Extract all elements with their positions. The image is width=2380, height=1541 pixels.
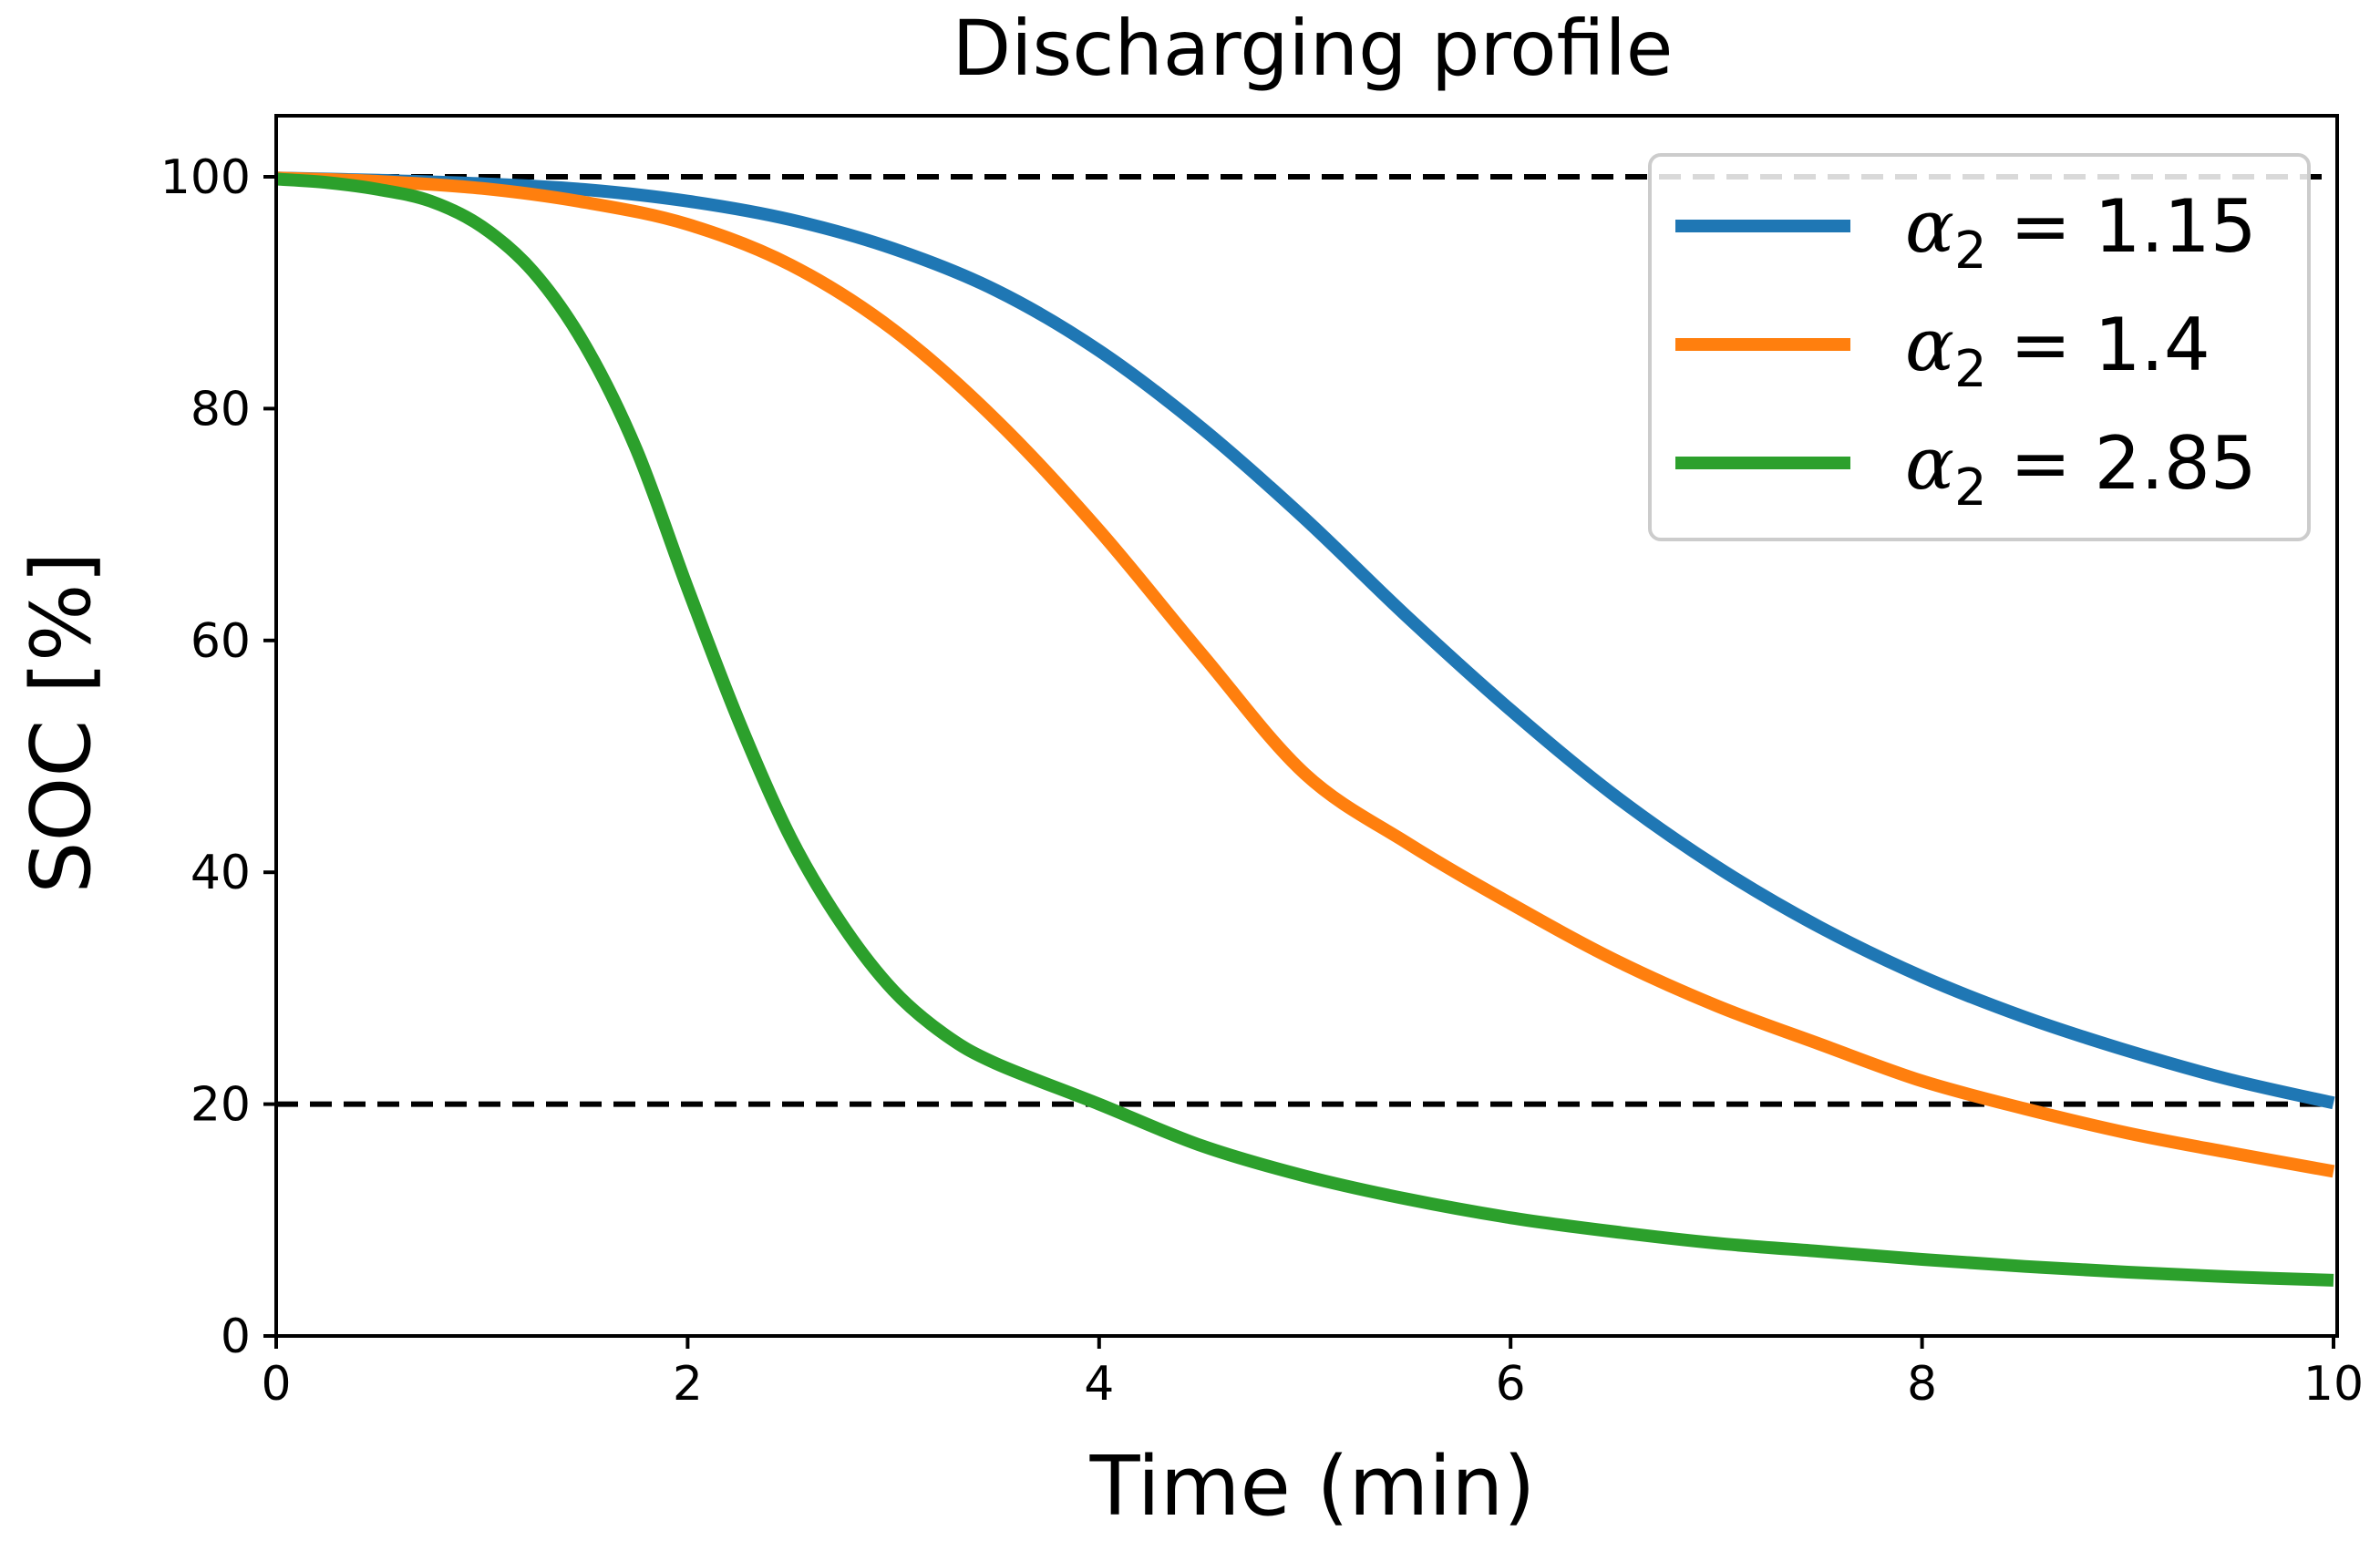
alpha-subscript: 2 bbox=[1954, 458, 1987, 518]
y-axis-label: SOC [%] bbox=[14, 551, 109, 893]
y-tick-label: 20 bbox=[191, 1078, 251, 1133]
legend-box bbox=[1648, 153, 2311, 541]
x-tick-label: 4 bbox=[1084, 1357, 1114, 1412]
x-tick-label: 6 bbox=[1496, 1357, 1526, 1412]
x-tick-label: 0 bbox=[261, 1357, 291, 1412]
series-line-2 bbox=[275, 171, 2335, 1178]
series-lines bbox=[275, 171, 2335, 1287]
y-tick-label: 100 bbox=[160, 150, 251, 205]
legend-value: = 2.85 bbox=[1987, 421, 2257, 506]
y-tick-label: 60 bbox=[191, 614, 251, 669]
y-tick-label: 40 bbox=[191, 846, 251, 900]
legend-label-3: α2 = 2.85 bbox=[1905, 421, 2257, 518]
chart-title: Discharging profile bbox=[953, 4, 1674, 93]
x-tick-label: 8 bbox=[1907, 1357, 1937, 1412]
y-tick-label: 80 bbox=[191, 382, 251, 437]
alpha-symbol: α bbox=[1905, 421, 1954, 506]
y-tick-label: 0 bbox=[221, 1310, 251, 1364]
plot-frame bbox=[274, 114, 2339, 1338]
alpha-symbol: α bbox=[1905, 184, 1954, 269]
alpha-subscript: 2 bbox=[1954, 221, 1987, 281]
legend-value: = 1.4 bbox=[1987, 303, 2210, 387]
x-tick-label: 10 bbox=[2303, 1357, 2364, 1412]
legend-value: = 1.15 bbox=[1987, 184, 2257, 269]
legend-label-2: α2 = 1.4 bbox=[1905, 303, 2210, 399]
reference-lines bbox=[276, 174, 2334, 1107]
series-line-1 bbox=[275, 171, 2335, 1110]
legend-label-1: α2 = 1.15 bbox=[1905, 184, 2257, 281]
series-line-3 bbox=[275, 172, 2334, 1287]
x-axis-label: Time (min) bbox=[1089, 1439, 1536, 1535]
alpha-symbol: α bbox=[1905, 303, 1954, 387]
x-tick-label: 2 bbox=[673, 1357, 703, 1412]
alpha-subscript: 2 bbox=[1954, 340, 1987, 399]
